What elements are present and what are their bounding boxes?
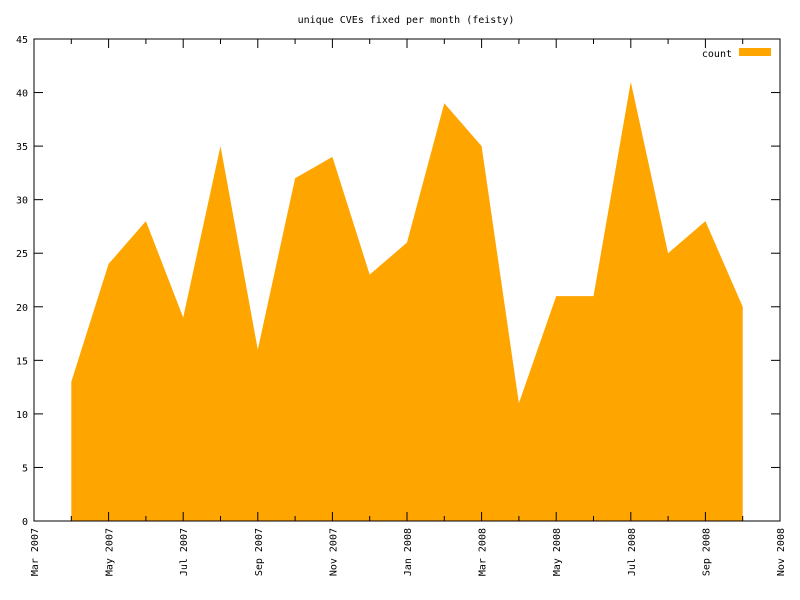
y-tick-label: 35 <box>16 142 28 153</box>
legend-label: count <box>702 49 732 60</box>
y-tick-label: 45 <box>16 35 28 46</box>
y-tick-label: 10 <box>16 410 28 421</box>
legend: count <box>702 48 771 60</box>
x-tick-label: Nov 2008 <box>776 528 787 576</box>
chart-title: unique CVEs fixed per month (feisty) <box>298 15 515 26</box>
y-axis: 0 5 10 15 20 25 30 35 40 45 <box>16 35 780 528</box>
area-layer <box>71 81 743 521</box>
x-tick-label: Jul 2007 <box>179 528 190 576</box>
x-tick-label: Nov 2007 <box>328 528 339 576</box>
y-tick-label: 5 <box>22 463 28 474</box>
x-axis: Mar 2007 May 2007 Jul 2007 Sep 2007 Nov 2007… <box>30 39 787 576</box>
x-tick-label: Sep 2008 <box>701 528 712 576</box>
area-series-count <box>71 81 743 521</box>
y-tick-label: 30 <box>16 196 28 207</box>
y-tick-label: 0 <box>22 517 28 528</box>
y-tick-label: 40 <box>16 89 28 100</box>
x-tick-label: Mar 2008 <box>478 528 489 576</box>
x-tick-label: Sep 2007 <box>254 528 265 576</box>
legend-swatch <box>739 48 771 56</box>
x-tick-label: Jan 2008 <box>403 528 414 576</box>
x-tick-label: May 2007 <box>105 528 116 576</box>
y-tick-label: 20 <box>16 303 28 314</box>
y-tick-label: 15 <box>16 356 28 367</box>
x-tick-label: Jul 2008 <box>627 528 638 576</box>
y-tick-label: 25 <box>16 249 28 260</box>
x-tick-label: Mar 2007 <box>30 528 41 576</box>
x-tick-label: May 2008 <box>552 528 563 576</box>
